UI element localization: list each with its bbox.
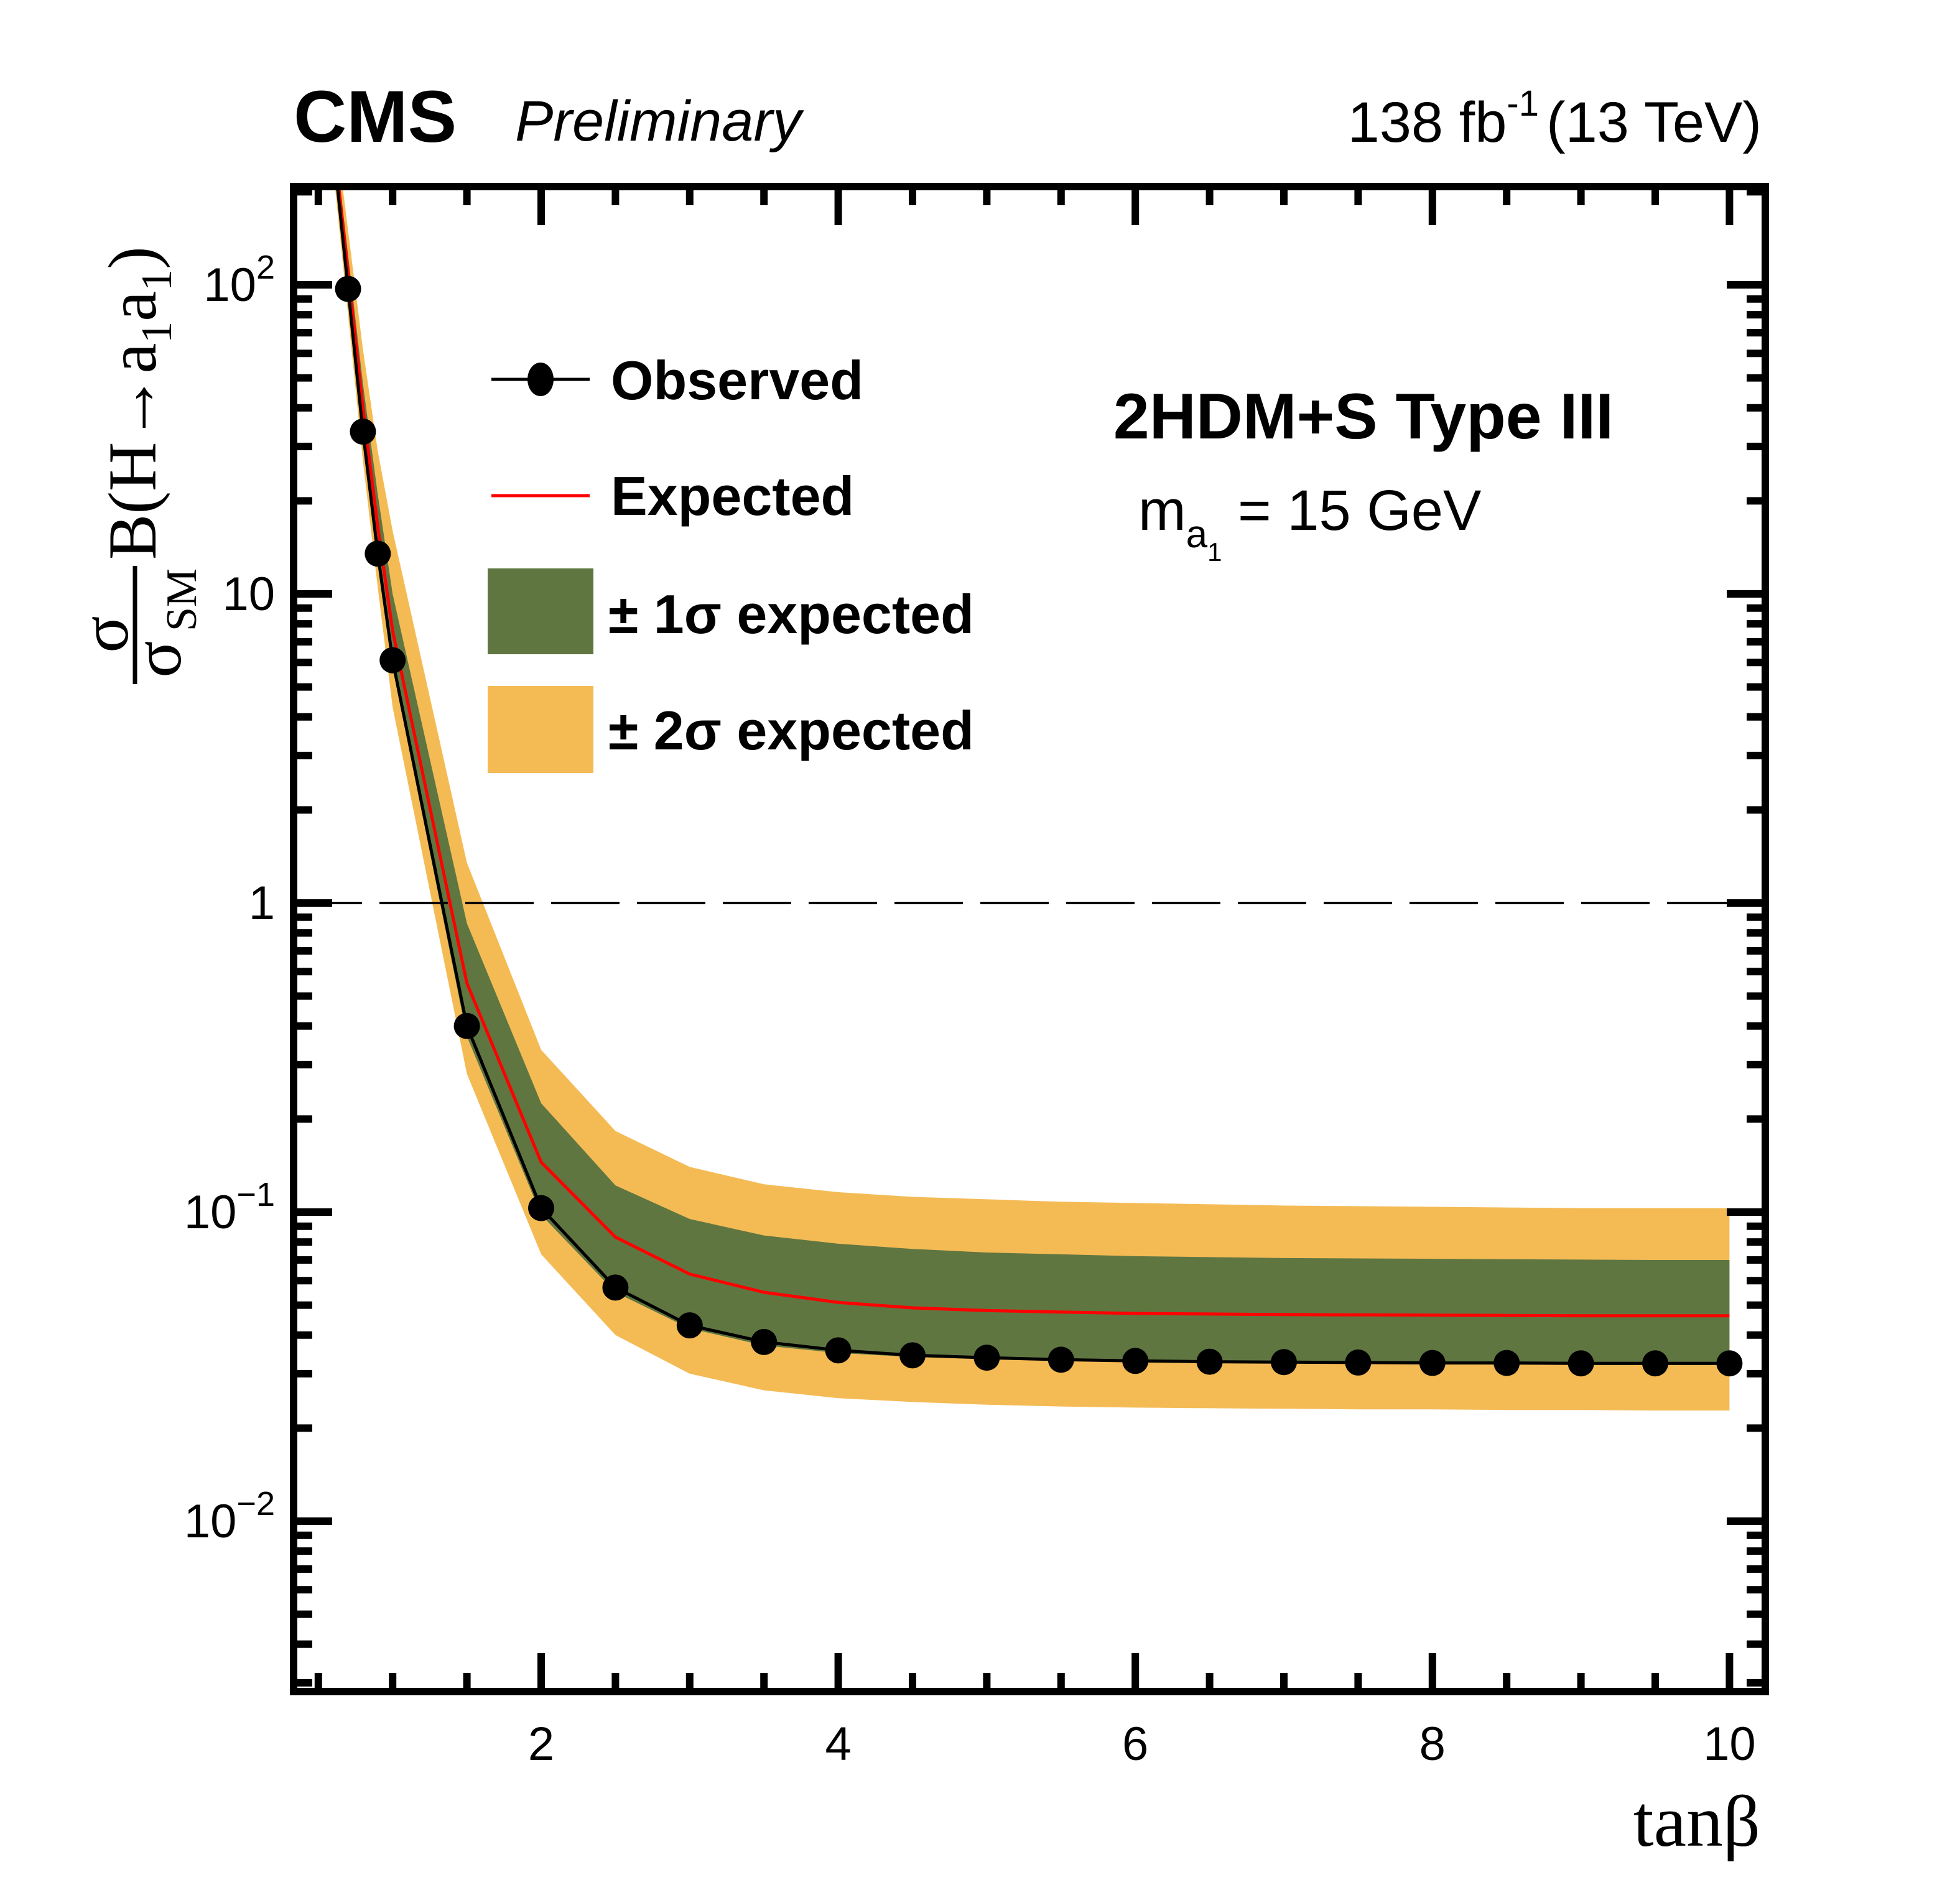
observed-point xyxy=(1196,1348,1223,1375)
observed-point xyxy=(1419,1350,1446,1376)
observed-point xyxy=(1568,1350,1594,1377)
y-tick-label: 102 xyxy=(203,249,275,312)
mass-label: ma1 = 15 GeV xyxy=(1138,479,1481,567)
axes-frame xyxy=(290,183,1769,1695)
y-tick-exponent: −1 xyxy=(236,1176,275,1213)
legend-two-sigma-swatch xyxy=(488,686,593,773)
observed-point xyxy=(973,1345,1000,1371)
two-sigma-band xyxy=(335,187,1730,1411)
observed-point xyxy=(1345,1349,1372,1376)
y-tick-label: 10−1 xyxy=(184,1176,275,1239)
y-title-denominator-sub: SM xyxy=(158,568,206,631)
observed-point xyxy=(335,276,361,302)
y-tick-base: 10 xyxy=(222,568,275,621)
observed-point xyxy=(825,1337,852,1364)
mass-value: = 15 GeV xyxy=(1222,479,1481,542)
legend-label-two-sigma: ± 2σ expected xyxy=(608,700,974,761)
bands-layer xyxy=(335,187,1730,1411)
y-title-sub2: 1 xyxy=(133,269,181,291)
y-tick-label: 10−2 xyxy=(184,1485,275,1548)
y-title-sub1: 1 xyxy=(133,322,181,343)
y-title-mid: a xyxy=(95,291,170,322)
mass-sub: a xyxy=(1186,513,1208,556)
legend-item-two-sigma: ± 2σ expected xyxy=(488,686,974,773)
expected-line xyxy=(337,187,1730,1318)
legend-item-expected: Expected xyxy=(491,465,854,527)
y-axis-title: σ σ SM B(H→a1a1) xyxy=(67,246,206,684)
lumi-label: 138 fb-1 (13 TeV) xyxy=(1348,83,1762,154)
observed-point xyxy=(676,1312,703,1339)
y-title-denominator: σ xyxy=(119,641,195,677)
observed-point xyxy=(350,419,376,445)
observed-point xyxy=(379,647,406,674)
y-tick-base: 10 xyxy=(184,1186,237,1239)
observed-point xyxy=(1271,1349,1297,1376)
y-title-close: ) xyxy=(95,246,170,269)
legend-observed-marker xyxy=(527,363,554,396)
x-tick-label: 2 xyxy=(528,1718,554,1771)
legend-item-observed: Observed xyxy=(491,350,863,411)
x-axis-title: tanβ xyxy=(1633,1780,1760,1862)
legend-item-one-sigma: ± 1σ expected xyxy=(488,568,974,654)
observed-point xyxy=(453,1012,480,1039)
y-tick-base: 10 xyxy=(203,259,256,312)
observed-point xyxy=(1122,1348,1149,1374)
legend-one-sigma-swatch xyxy=(488,568,593,654)
y-title-branching: B(H→a1a1) xyxy=(95,246,181,560)
observed-point xyxy=(1047,1346,1074,1373)
legend-label-observed: Observed xyxy=(611,350,863,411)
x-tick-label: 6 xyxy=(1122,1718,1148,1771)
y-title-numerator: σ xyxy=(67,616,142,652)
y-tick-label: 10 xyxy=(222,568,275,621)
y-tick-exponent: −2 xyxy=(236,1485,275,1522)
y-tick-base: 10 xyxy=(184,1495,237,1548)
cms-label: CMS xyxy=(294,76,457,158)
observed-point xyxy=(602,1274,629,1301)
lumi-exponent: -1 xyxy=(1507,83,1539,124)
y-tick-label: 1 xyxy=(249,877,275,930)
observed-point xyxy=(1642,1350,1668,1377)
y-tick-base: 1 xyxy=(249,877,275,930)
y-tick-exponent: 2 xyxy=(256,249,275,286)
x-tick-label: 8 xyxy=(1419,1718,1446,1771)
y-title-fraction: σ σ SM xyxy=(67,566,206,684)
observed-point xyxy=(528,1195,554,1221)
x-tick-label: 10 xyxy=(1703,1718,1756,1771)
legend-label-expected: Expected xyxy=(611,465,854,527)
model-label: 2HDM+S Type III xyxy=(1113,381,1614,453)
markers-layer xyxy=(335,276,1743,1377)
energy-value: (13 TeV) xyxy=(1546,91,1762,154)
observed-point xyxy=(365,540,391,567)
y-title-rest: B(H→a xyxy=(95,343,170,560)
observed-point xyxy=(751,1328,778,1355)
preliminary-label: Preliminary xyxy=(515,90,804,153)
observed-point xyxy=(899,1342,926,1369)
legend: Observed Expected ± 1σ expected ± 2σ exp… xyxy=(488,350,974,773)
mass-subsub: 1 xyxy=(1207,537,1222,567)
x-tick-label: 4 xyxy=(825,1718,851,1771)
observed-point xyxy=(1493,1350,1520,1376)
mass-prefix: m xyxy=(1138,479,1186,542)
legend-label-one-sigma: ± 1σ expected xyxy=(608,583,974,645)
plot-frame xyxy=(290,183,1769,1695)
observed-point xyxy=(1716,1350,1743,1377)
lumi-value: 138 fb xyxy=(1348,91,1507,154)
